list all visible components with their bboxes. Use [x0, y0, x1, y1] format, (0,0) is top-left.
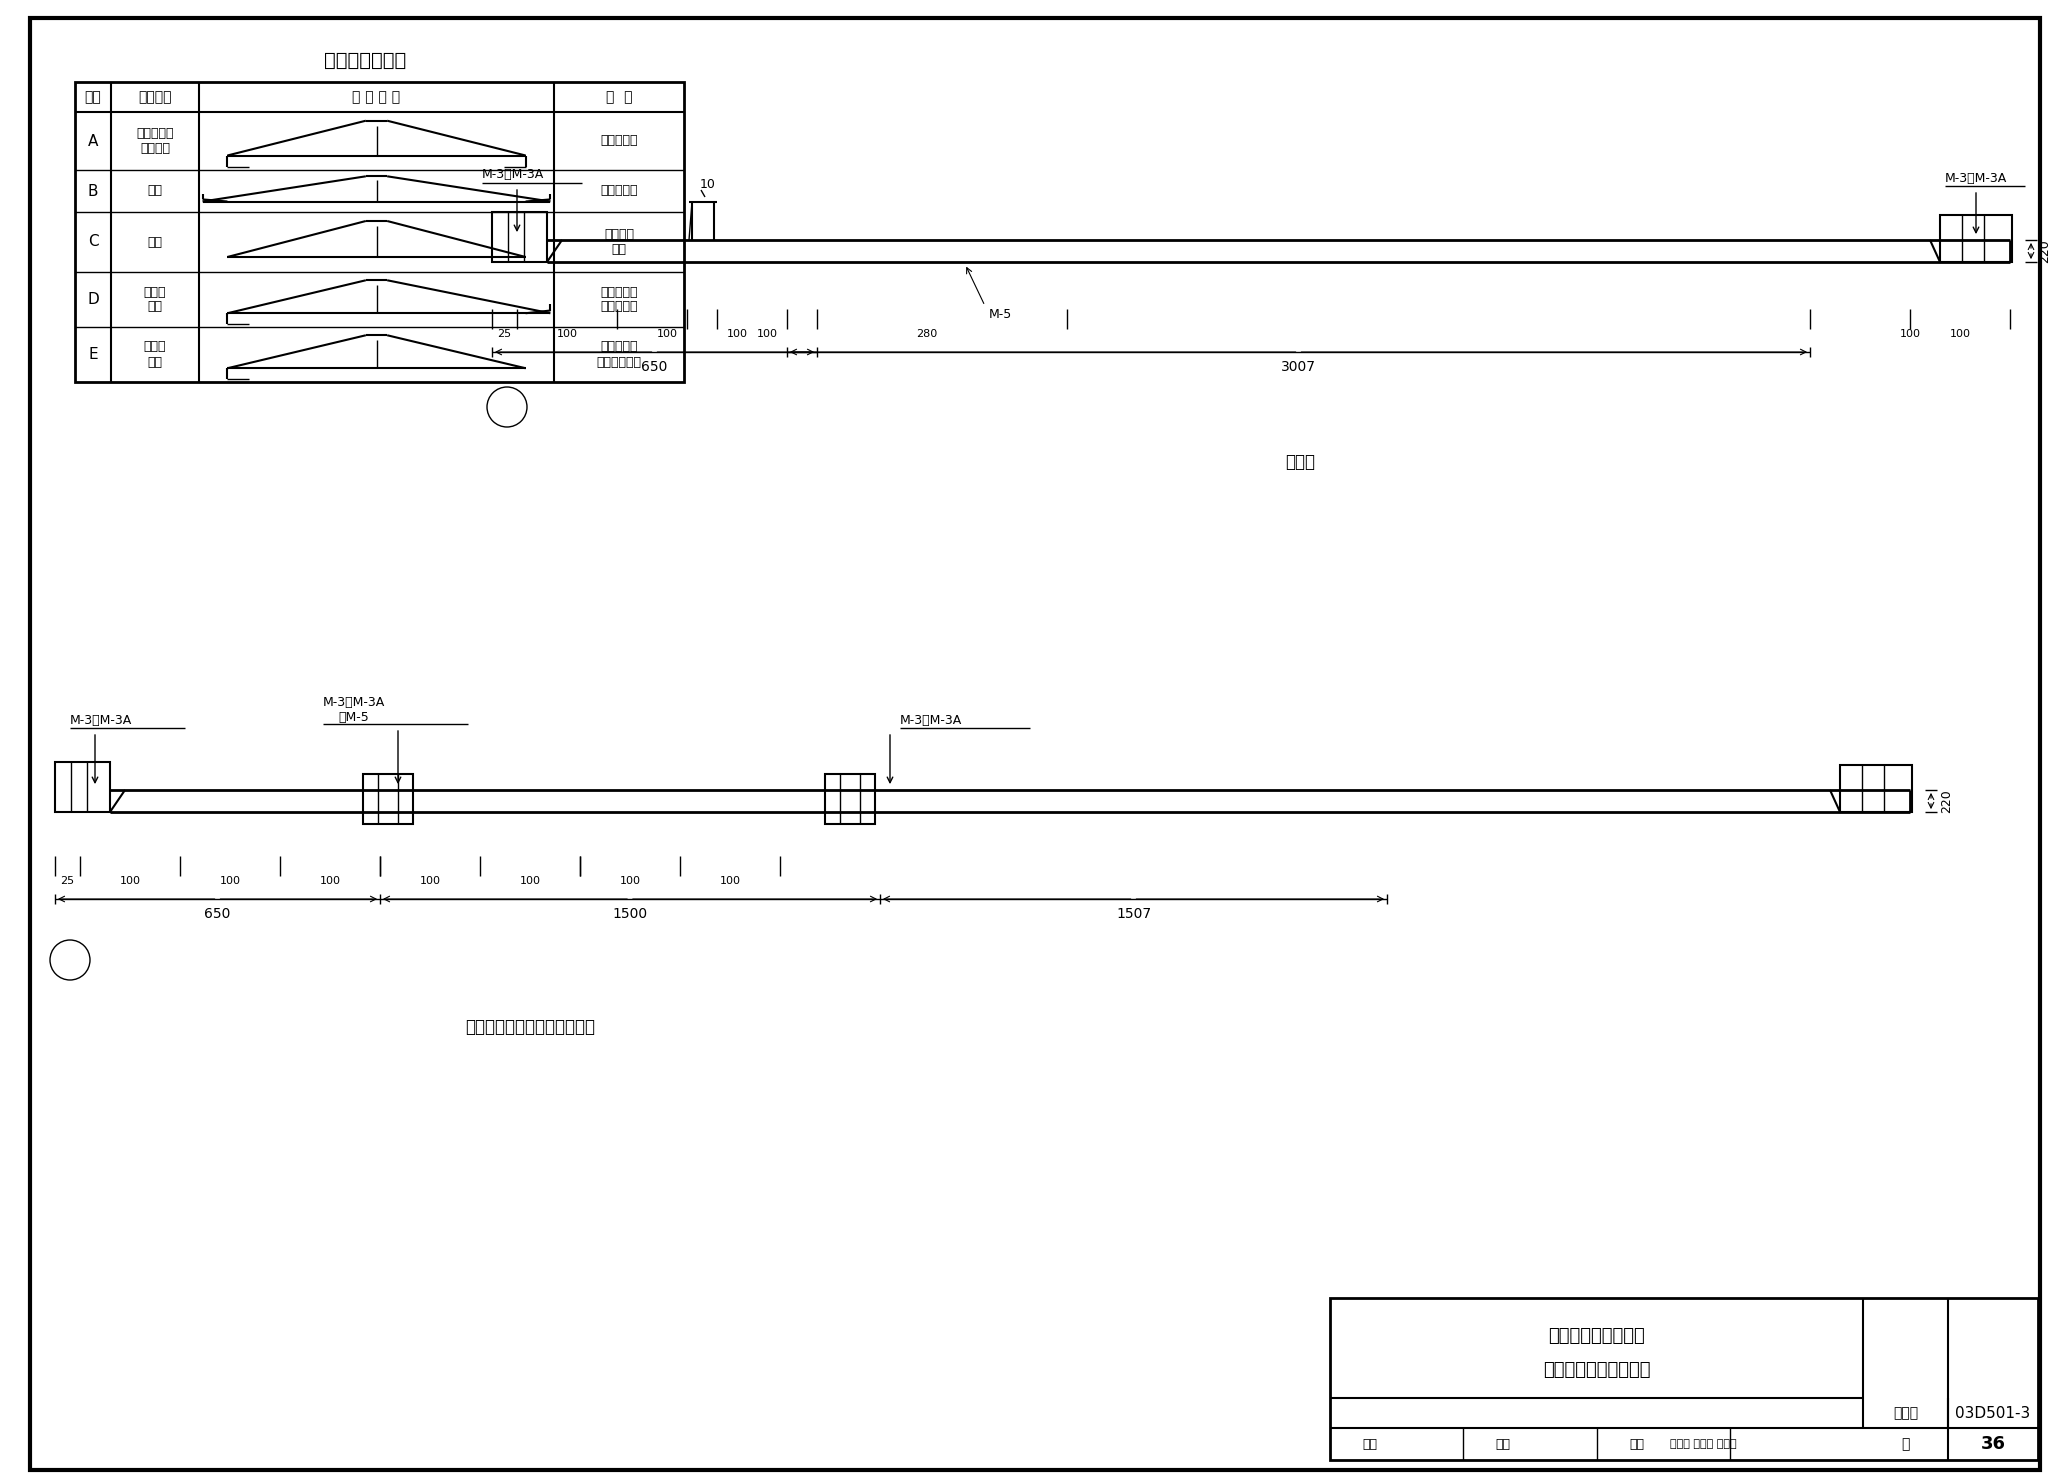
- Text: 650: 650: [205, 907, 231, 920]
- Bar: [825, 774, 874, 824]
- Text: 多跨的
边跨: 多跨的 边跨: [143, 286, 166, 314]
- Text: M-3或M-3A
或M-5: M-3或M-3A 或M-5: [324, 697, 385, 725]
- Text: 图集号: 图集号: [1892, 1406, 1919, 1420]
- Text: 有天窗: 有天窗: [1284, 453, 1315, 471]
- Text: 10: 10: [700, 178, 717, 191]
- Bar: [362, 774, 414, 824]
- Text: M-3或M-3A: M-3或M-3A: [481, 169, 545, 181]
- Text: 25: 25: [59, 876, 74, 886]
- Text: 无天窗或有天窗带轻质端壁板: 无天窗或有天窗带轻质端壁板: [465, 1018, 596, 1036]
- Text: M-3或M-3A: M-3或M-3A: [1946, 172, 2007, 184]
- Text: 两端自由
落水: 两端自由 落水: [604, 228, 635, 256]
- Text: 两端内天沟: 两端内天沟: [600, 135, 637, 148]
- Text: 跨度情况: 跨度情况: [139, 90, 172, 104]
- Text: 1500: 1500: [612, 907, 647, 920]
- Text: 防雷特殊处理的预埋件: 防雷特殊处理的预埋件: [1542, 1360, 1651, 1378]
- Text: M-3或M-3A: M-3或M-3A: [70, 713, 133, 726]
- Text: 100: 100: [420, 876, 440, 886]
- Bar: [1939, 215, 2011, 262]
- Text: 100: 100: [719, 876, 741, 886]
- Text: 页: 页: [1901, 1438, 1909, 1451]
- Text: 备  注: 备 注: [606, 90, 633, 104]
- Text: 代号: 代号: [84, 90, 100, 104]
- Text: B: B: [88, 184, 98, 199]
- Text: 36: 36: [1980, 1435, 2005, 1452]
- Text: 650: 650: [641, 360, 668, 373]
- Text: 一端内天沟
一端自由落水: 一端内天沟 一端自由落水: [596, 341, 641, 369]
- Bar: [55, 762, 111, 812]
- Text: 审核: 审核: [1362, 1438, 1378, 1451]
- Text: 280: 280: [915, 329, 938, 339]
- Text: 多跨的
边跨: 多跨的 边跨: [143, 341, 166, 369]
- Text: E: E: [88, 347, 98, 362]
- Bar: [1839, 765, 1913, 812]
- Text: 100: 100: [119, 876, 141, 886]
- Text: 100: 100: [557, 329, 578, 339]
- Text: 100: 100: [657, 329, 678, 339]
- Text: 单跨: 单跨: [147, 236, 162, 249]
- Text: 100: 100: [219, 876, 240, 886]
- Text: 100: 100: [727, 329, 748, 339]
- Bar: [1329, 1298, 2038, 1460]
- Bar: [492, 212, 547, 262]
- Text: D: D: [88, 292, 98, 307]
- Text: 单跨: 单跨: [147, 184, 162, 197]
- Text: 杜易信 黄庆忱 杜维角: 杜易信 黄庆忱 杜维角: [1669, 1439, 1737, 1449]
- Text: 钢筋混凝土空腹屋架: 钢筋混凝土空腹屋架: [1548, 1326, 1645, 1346]
- Text: 100: 100: [1898, 329, 1921, 339]
- Text: 100: 100: [1950, 329, 1970, 339]
- Text: 槽口形状分类表: 槽口形状分类表: [324, 50, 406, 70]
- Text: M-5: M-5: [989, 307, 1012, 320]
- Text: C: C: [88, 234, 98, 249]
- Text: M-3或M-3A: M-3或M-3A: [899, 713, 963, 726]
- Text: 100: 100: [618, 876, 641, 886]
- Text: 03D501-3: 03D501-3: [1956, 1405, 2032, 1421]
- Text: 设计: 设计: [1628, 1438, 1645, 1451]
- Text: 25: 25: [498, 329, 512, 339]
- Text: 100: 100: [756, 329, 778, 339]
- Text: 100: 100: [319, 876, 340, 886]
- Text: 1507: 1507: [1116, 907, 1151, 920]
- Text: 100: 100: [520, 876, 541, 886]
- Text: 两端外天沟: 两端外天沟: [600, 184, 637, 197]
- Text: 220: 220: [2038, 239, 2048, 262]
- Text: 220: 220: [1942, 788, 1954, 812]
- Text: 单跨或多跨
时的内跨: 单跨或多跨 时的内跨: [137, 127, 174, 156]
- Bar: [76, 82, 684, 382]
- Text: A: A: [88, 133, 98, 148]
- Text: 槽 口 形 状: 槽 口 形 状: [352, 90, 401, 104]
- Text: 3007: 3007: [1280, 360, 1317, 373]
- Text: 校对: 校对: [1495, 1438, 1511, 1451]
- Text: 一端内天沟
一端外天沟: 一端内天沟 一端外天沟: [600, 286, 637, 314]
